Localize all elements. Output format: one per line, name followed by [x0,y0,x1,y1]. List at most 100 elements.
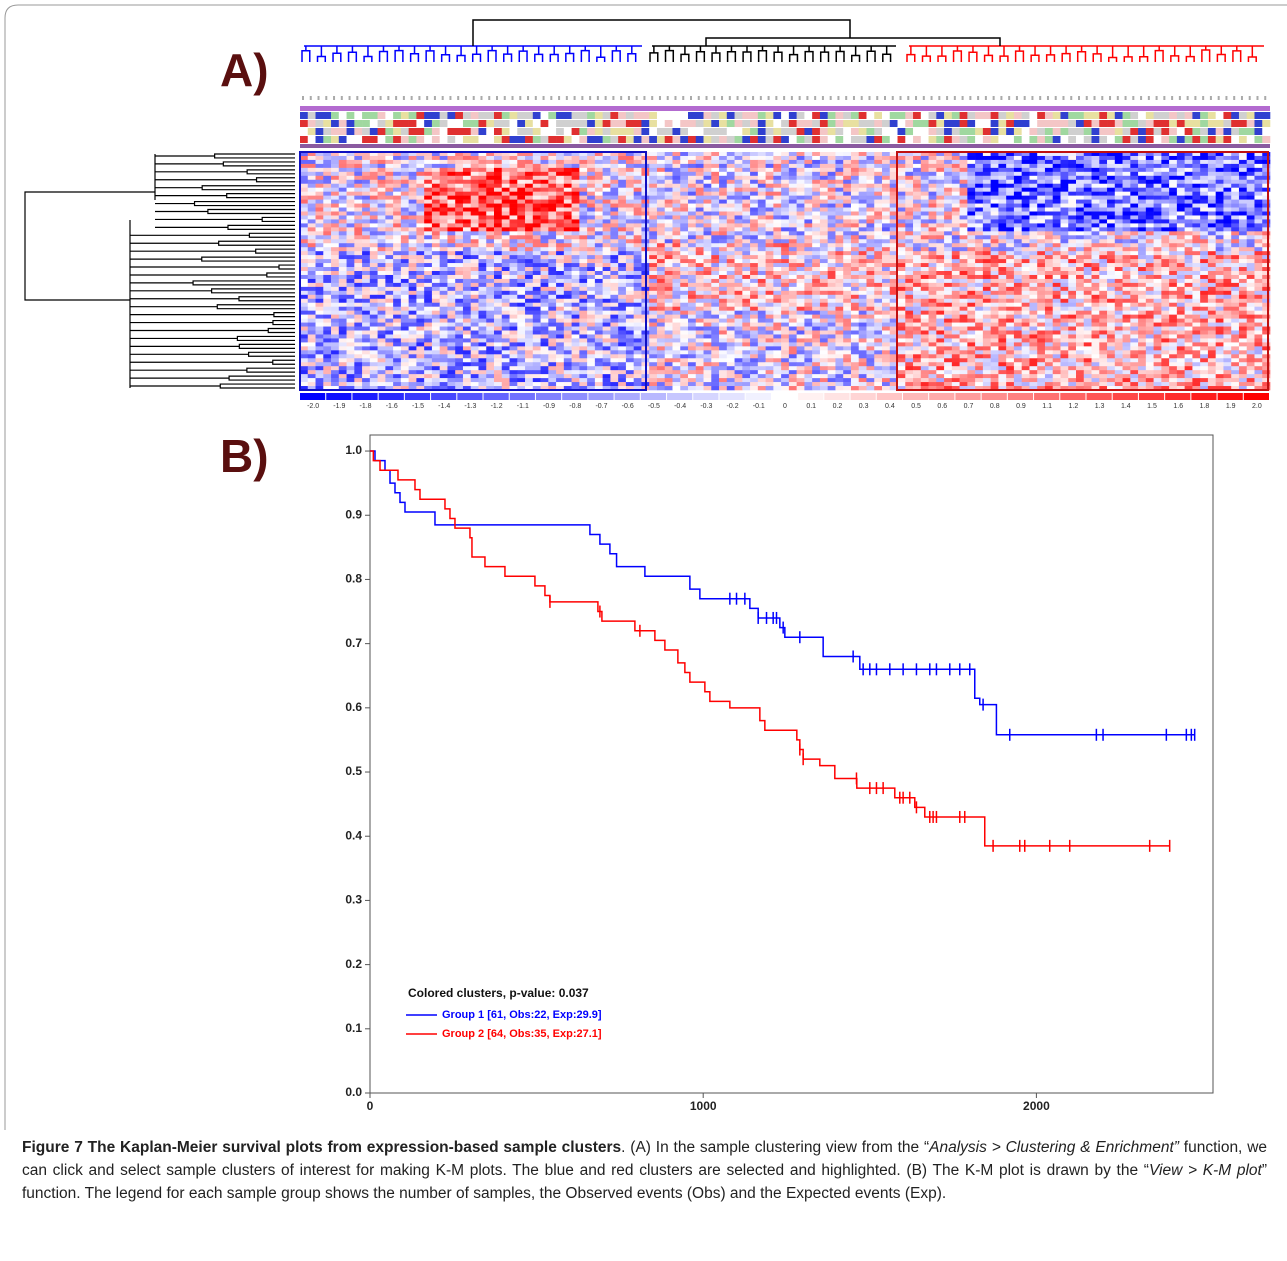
heatmap-cell [936,219,945,224]
heatmap-cell [1052,274,1061,280]
heatmap-cell [393,243,402,248]
heatmap-cell [323,191,332,196]
heatmap-cell [734,251,743,256]
heatmap-cell [680,187,689,192]
heatmap-cell [447,302,456,307]
heatmap-cell [672,231,681,236]
heatmap-cell [1130,231,1139,236]
heatmap-cell [307,187,316,192]
heatmap-cell [1037,199,1046,204]
heatmap-cell [1176,243,1185,248]
heatmap-cell [470,187,479,192]
heatmap-cell [680,203,689,208]
heatmap-cell [1130,223,1139,228]
heatmap-cell [400,199,409,204]
heatmap-cell [757,267,766,272]
heatmap-cell [377,155,386,161]
heatmap-cell [478,207,487,212]
heatmap-cell [587,207,596,212]
heatmap-cell [1006,171,1015,177]
figure: A) B) -2.0 -1.9 -1.8 -1.6 -1.5 -1.4 -1.3 -1.2 -1… [4,4,1287,1130]
heatmap-cell [494,175,503,181]
heatmap-cell [889,251,898,256]
heatmap-cell [315,203,324,208]
heatmap-cell [967,271,976,276]
heatmap-cell [773,171,782,177]
heatmap-cell [1200,195,1209,200]
heatmap-cell [1200,267,1209,272]
heatmap-cell [649,282,658,288]
heatmap-cell [1013,259,1022,264]
heatmap-cell [1021,298,1030,304]
heatmap-cell [734,199,743,204]
heatmap-cell [338,215,347,220]
heatmap-cell [323,286,332,292]
heatmap-cell [719,159,728,165]
heatmap-cell [1231,155,1240,161]
heatmap-cell [424,155,433,161]
heatmap-cell [781,227,790,232]
heatmap-cell [354,152,363,157]
heatmap-cell [354,271,363,276]
heatmap-cell [517,302,526,307]
heatmap-cell [1044,290,1054,296]
heatmap-cell [385,282,394,288]
heatmap-cell [672,167,681,173]
heatmap-cell [1161,171,1170,177]
heatmap-cell [1215,259,1224,264]
heatmap-cell [369,167,378,173]
heatmap-cell [1037,282,1046,288]
heatmap-cell [501,183,510,188]
heatmap-cell [1044,251,1054,256]
heatmap-cell [1122,175,1131,181]
heatmap-cell [1145,152,1154,157]
heatmap-cell [470,159,479,165]
heatmap-cell [571,290,580,296]
heatmap-cell [680,274,689,280]
heatmap-cell [827,271,836,276]
heatmap-cell [602,203,611,208]
heatmap-cell [804,251,813,256]
heatmap-cell [804,187,813,192]
heatmap-cell [1161,302,1170,307]
heatmap-cell [1262,195,1271,200]
heatmap-cell [719,183,728,188]
heatmap-cell [827,263,836,268]
heatmap-cell [323,267,332,272]
heatmap-cell [827,290,836,296]
heatmap-cell [494,155,503,161]
heatmap-cell [563,175,572,181]
heatmap-cell [882,247,891,252]
heatmap-cell [889,219,898,224]
heatmap-cell [1161,259,1170,264]
heatmap-cell [1254,259,1263,264]
heatmap-cell [998,271,1007,276]
heatmap-cell [897,152,906,157]
heatmap-cell [897,251,906,256]
heatmap-cell [827,175,836,181]
heatmap-cell [331,259,340,264]
heatmap-cell [393,183,402,188]
heatmap-cell [835,211,844,216]
heatmap-cell [672,306,681,311]
heatmap-cell [1145,219,1154,224]
heatmap-cell [470,175,479,181]
heatmap-cell [928,294,937,300]
heatmap-cell [1107,159,1116,165]
heatmap-cell [1122,231,1131,236]
heatmap-cell [858,255,867,260]
heatmap-cell [1176,278,1185,284]
heatmap-cell [688,267,697,272]
heatmap-cell [1262,255,1271,260]
heatmap-cell [1207,159,1216,165]
heatmap-cell [587,302,596,307]
heatmap-cell [843,155,852,161]
heatmap-cell [1215,267,1224,272]
heatmap-cell [455,271,464,276]
heatmap-cell [354,195,363,200]
heatmap-cell [494,294,503,300]
heatmap-cell [346,159,355,165]
heatmap-cell [1130,187,1139,192]
heatmap-cell [1176,259,1185,264]
heatmap-cell [672,278,681,284]
